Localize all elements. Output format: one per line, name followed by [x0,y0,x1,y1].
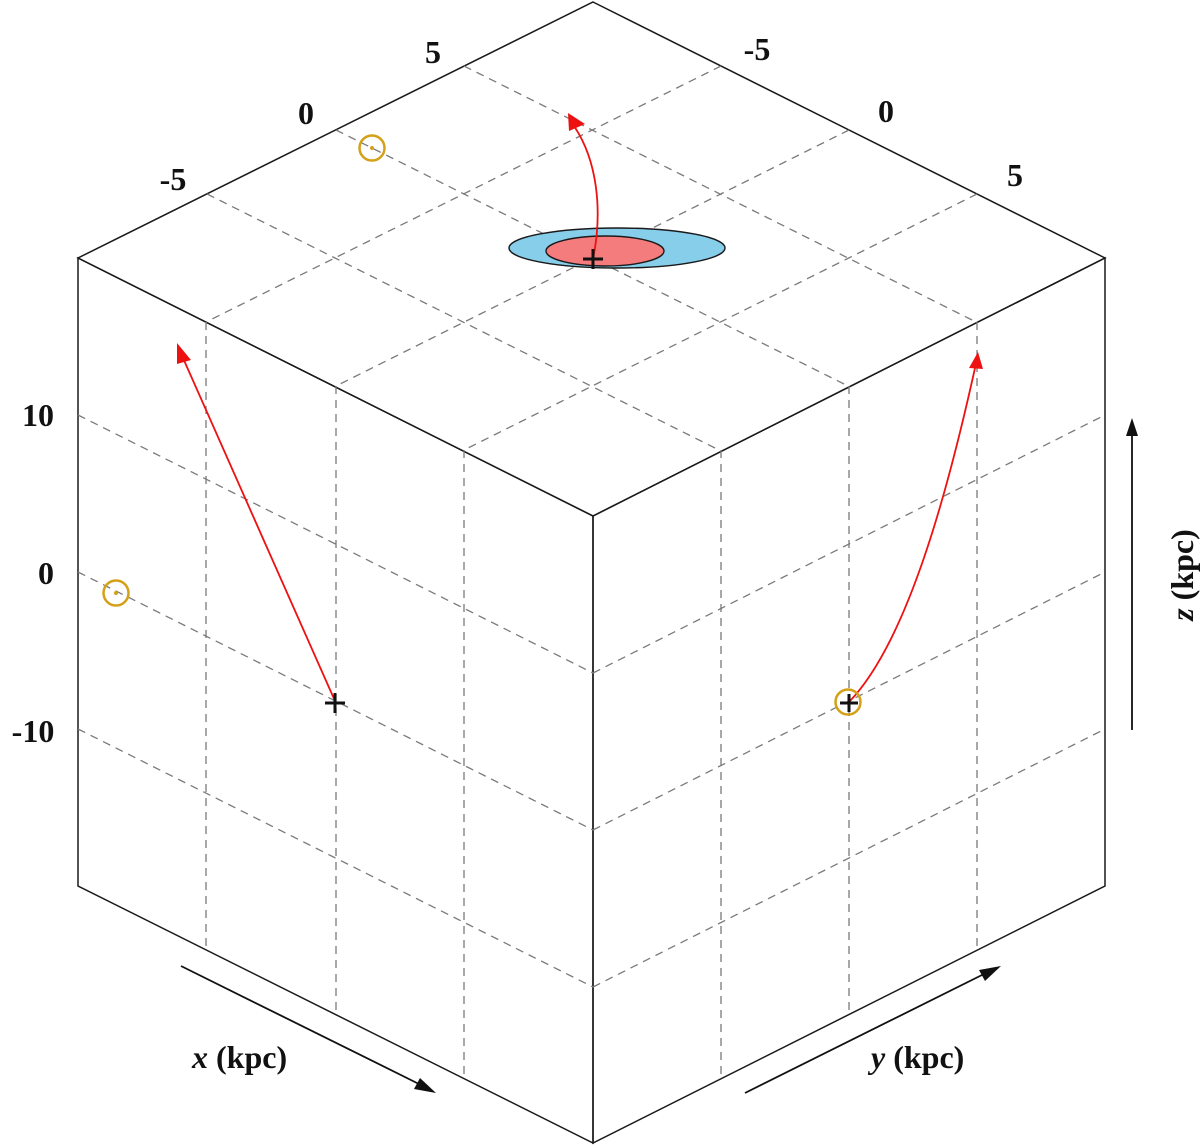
top-x-tick-labels: -5 0 5 [160,34,441,197]
x-axis-label: x (kpc) [191,1039,287,1075]
top-trajectory-arrowhead [568,113,585,131]
grid-line [206,193,720,451]
z-direction-arrow [1126,418,1138,730]
grid-line [592,728,1106,988]
sun-symbol-icon [102,579,130,607]
grid-line [77,728,594,988]
top-face-contours [508,227,726,269]
tick-label: 0 [38,555,54,591]
right-trajectory [849,367,976,702]
top-y-tick-labels: -5 0 5 [744,31,1023,193]
grid-line [463,193,978,451]
tick-label: 0 [298,95,314,131]
left-trajectory-arrowhead [177,343,191,364]
tick-label: -5 [744,31,771,67]
top-trajectory [573,125,599,260]
tick-label: 5 [1007,157,1023,193]
sun-symbol-icon [358,134,386,162]
cross-marker-icon [325,693,345,713]
z-tick-labels: 10 0 -10 [12,397,55,749]
left-trajectory [182,357,336,702]
cross-marker-icon [583,249,603,269]
grid-line [77,414,594,674]
cube-outline [76,1,1107,1145]
right-face-outline [592,256,1106,1145]
cross-marker-icon [840,694,858,712]
tick-label: 10 [22,397,54,433]
sun-symbol-icon [834,688,862,716]
y-axis-label: y (kpc) [867,1039,964,1075]
inner-contour [545,235,665,267]
trajectories [177,113,983,702]
z-axis-label: z (kpc) [1164,529,1200,622]
grid-line [77,571,594,831]
tick-label: -10 [12,713,55,749]
grid-line [205,65,722,323]
tick-label: 0 [878,93,894,129]
tick-label: -5 [160,161,187,197]
grid-line [592,414,1106,674]
x-direction-arrow [180,965,436,1093]
tick-label: 5 [425,34,441,70]
y-direction-arrow [744,966,1001,1094]
right-trajectory-arrowhead [969,352,983,369]
